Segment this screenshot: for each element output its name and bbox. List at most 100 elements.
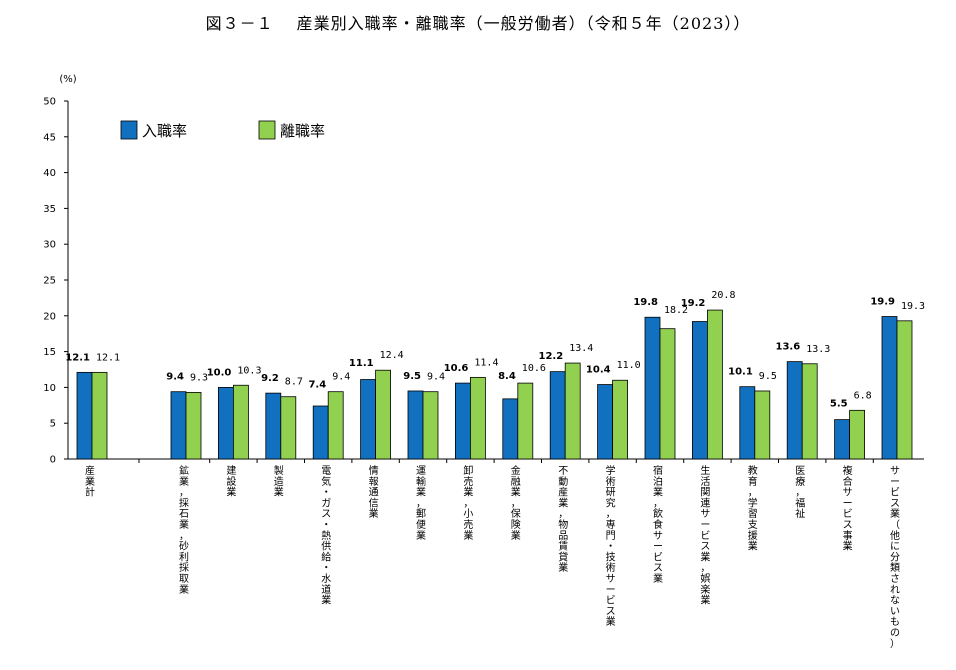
value-label-entry: 19.2 [681, 298, 706, 309]
y-axis: (%) 0 5 10 15 20 25 30 35 40 45 50 [43, 74, 924, 466]
bar-separation-rate [280, 396, 297, 460]
bar-separation-rate [754, 390, 771, 460]
bar-separation-rate [801, 363, 818, 460]
category-label: 複合サービス事業 [843, 464, 853, 553]
y-tick-label: 25 [43, 276, 56, 287]
y-tick-label: 45 [43, 132, 56, 143]
value-label-entry: 8.4 [498, 371, 516, 382]
category-labels: 産業計 鉱業，採石業，砂利採取業 建設業 製造業 電気・ガス・熱供給・水道業 情報通信業 運… [85, 464, 900, 650]
value-label-separation: 9.5 [759, 371, 777, 382]
value-label-separation: 19.3 [901, 301, 925, 312]
value-label-entry: 13.6 [776, 342, 801, 353]
value-label-entry: 10.0 [207, 367, 232, 378]
bar-separation-rate [469, 376, 486, 460]
value-label-entry: 5.5 [830, 398, 848, 409]
value-label-separation: 8.7 [285, 377, 303, 388]
value-label-entry: 11.1 [349, 358, 374, 369]
value-label-entry: 19.8 [633, 297, 658, 308]
bar-entry-rate [549, 371, 566, 460]
chart-title: 図３－１ 産業別入職率・離職率（一般労働者）（令和５年（2023）） [205, 14, 751, 33]
bar-separation-rate [564, 362, 581, 460]
bar-entry-rate [454, 382, 471, 460]
category-label: 宿泊業，飲食サービス業 [653, 464, 663, 585]
value-label-entry: 9.5 [403, 371, 421, 382]
category-label: 情報通信業 [369, 464, 379, 520]
bar-separation-rate [232, 384, 249, 460]
bar-entry-rate [881, 316, 898, 460]
value-label-entry: 9.2 [261, 373, 279, 384]
bar-entry-rate [312, 405, 329, 460]
value-label-separation: 10.6 [522, 363, 546, 374]
value-label-separation: 11.0 [617, 360, 641, 371]
category-label: 不動産業，物品賃貸業 [558, 466, 568, 574]
category-label: 教育，学習支援業 [748, 464, 758, 553]
value-label-entry: 12.2 [539, 351, 564, 362]
bar-entry-rate [786, 361, 803, 460]
bar-entry-rate [644, 316, 661, 460]
y-tick-label: 50 [43, 97, 56, 108]
bar-entry-rate [597, 384, 613, 460]
legend-label: 入職率 [142, 122, 187, 140]
legend: 入職率 離職率 [120, 120, 325, 140]
category-label: 金融業，保険業 [511, 464, 521, 542]
value-label-entry: 19.9 [870, 297, 895, 308]
legend-swatch [258, 120, 276, 140]
value-label-separation: 10.3 [237, 365, 261, 376]
category-label: 産業計 [85, 464, 95, 499]
value-label-separation: 6.8 [854, 390, 872, 401]
y-tick-label: 15 [43, 347, 56, 358]
value-label-entry: 10.6 [444, 363, 469, 374]
bar-entry-rate [170, 391, 187, 460]
value-label-separation: 11.4 [474, 357, 498, 368]
bar-separation-rate [422, 391, 439, 460]
category-label: 学術研究，専門・技術サービス業 [606, 464, 616, 628]
y-tick-label: 0 [50, 455, 56, 466]
category-label: 鉱業，採石業，砂利採取業 [179, 464, 189, 596]
value-labels: 12.1 12.1 9.4 9.310.0 10.39.2 8.7 7.4 9.4 11.1 12… [65, 290, 925, 409]
value-label-separation: 9.4 [427, 372, 445, 383]
bar-entry-rate [692, 321, 708, 460]
bar-separation-rate [896, 320, 913, 460]
y-axis-unit: (%) [59, 74, 76, 85]
bar-entry-rate [407, 390, 424, 460]
value-label-separation: 9.4 [332, 372, 350, 383]
bar-entry-rate [502, 398, 519, 460]
y-tick-label: 40 [43, 168, 56, 179]
y-tick-label: 35 [43, 204, 56, 215]
legend-label: 離職率 [280, 122, 325, 140]
bar-separation-rate [849, 409, 865, 460]
category-label: サービス業（他に分類されないもの） [890, 465, 900, 650]
value-label-entry: 9.4 [166, 372, 184, 383]
category-label: 卸売業，小売業 [463, 464, 473, 542]
value-label-separation: 9.3 [190, 372, 208, 383]
y-tick-label: 10 [43, 383, 56, 394]
value-label-entry: 12.1 [65, 352, 90, 363]
bar-separation-rate [517, 382, 534, 460]
legend-swatch [120, 120, 138, 140]
value-label-separation: 13.4 [569, 343, 593, 354]
value-label-separation: 20.8 [711, 290, 735, 301]
bar-entry-rate [265, 392, 282, 460]
bar-separation-rate [91, 371, 108, 460]
bar-entry-rate [217, 386, 234, 460]
bar-separation-rate [612, 379, 628, 460]
bar-entry-rate [76, 371, 93, 460]
category-label: 医療，福祉 [795, 465, 805, 520]
value-label-separation: 12.4 [380, 350, 404, 361]
bar-entry-rate [360, 379, 377, 460]
bar-separation-rate [375, 369, 392, 460]
bar-separation-rate [707, 309, 723, 460]
value-label-entry: 10.1 [728, 367, 753, 378]
y-tick-label: 5 [50, 419, 56, 430]
bar-separation-rate [659, 328, 676, 460]
y-tick-label: 20 [43, 311, 56, 322]
category-label: 生活関連サービス業，娯楽業 [700, 464, 710, 607]
value-label-entry: 10.4 [586, 365, 611, 376]
value-label-separation: 18.2 [664, 305, 688, 316]
value-label-entry: 7.4 [308, 380, 326, 391]
bars [76, 309, 913, 460]
category-label: 電気・ガス・熱供給・水道業 [321, 465, 331, 607]
category-label: 運輸業，郵便業 [416, 465, 426, 542]
value-label-separation: 12.1 [96, 352, 120, 363]
